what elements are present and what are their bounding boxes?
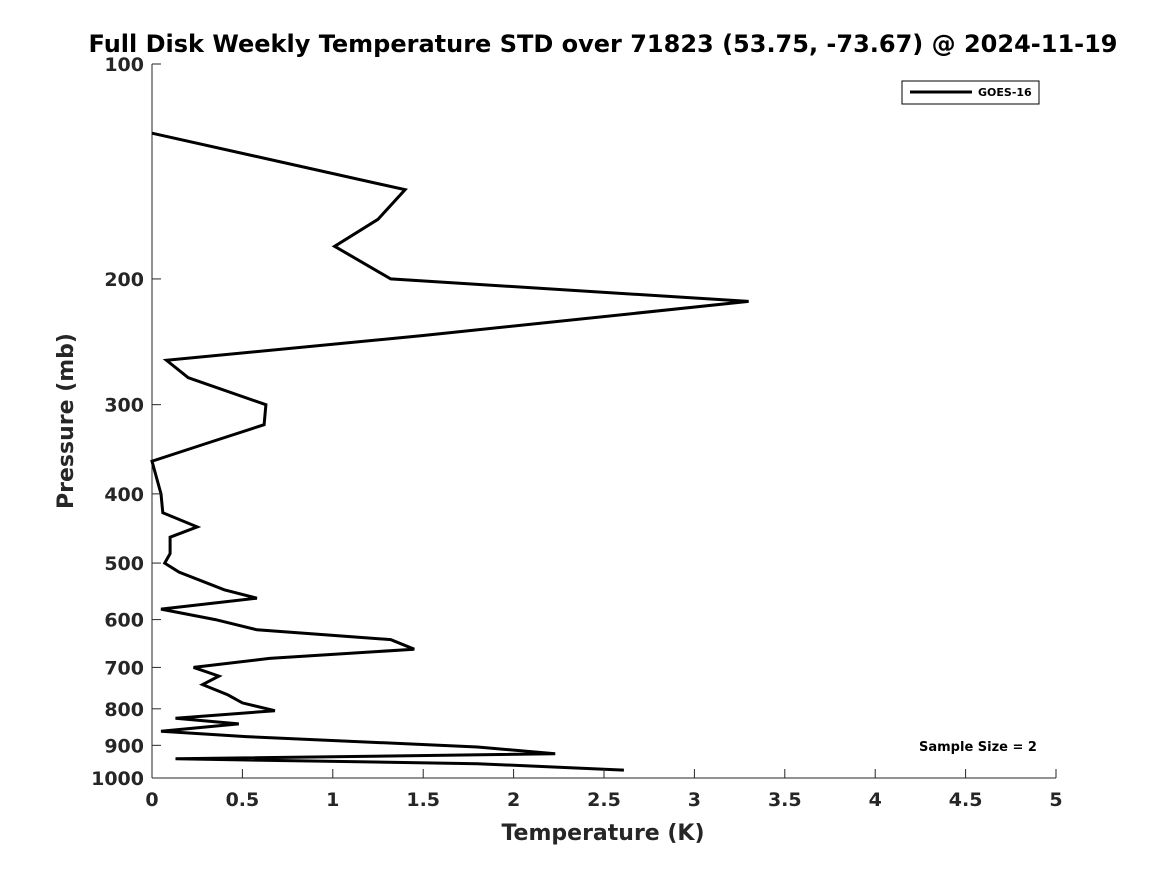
data-series-group [150,131,749,772]
x-tick-label: 0.5 [226,789,260,811]
legend-label: GOES-16 [978,86,1032,99]
x-tick-label: 4.5 [949,789,983,811]
chart-title: Full Disk Weekly Temperature STD over 71… [89,30,1118,58]
x-tick-label: 4 [869,789,882,811]
series-line-goes-16 [150,131,749,772]
y-tick-label: 800 [104,699,144,721]
y-tick-label: 900 [104,735,144,757]
x-tick-label: 1 [326,789,339,811]
y-tick-label: 500 [104,553,144,575]
ticks-group: 0 0.5 1 1.5 2 2.5 3 3.5 4 4.5 5 100 200 300 400 500 600 7… [91,54,1063,811]
y-tick-label: 300 [104,395,144,417]
x-tick-label: 1.5 [406,789,440,811]
y-tick-label: 100 [104,54,144,76]
x-axis-label: Temperature (K) [501,821,704,846]
legend: GOES-16 [901,80,1040,105]
y-axis-label: Pressure (mb) [54,333,79,509]
y-tick-label: 200 [104,269,144,291]
x-tick-label: 2 [507,789,520,811]
x-tick-label: 3 [688,789,701,811]
y-tick-label: 600 [104,610,144,632]
x-tick-label: 0 [145,789,158,811]
x-tick-label: 3.5 [768,789,802,811]
x-tick-label: 5 [1049,789,1062,811]
sample-size-annotation: Sample Size = 2 [919,740,1037,755]
y-tick-label: 700 [104,657,144,679]
y-tick-label: 1000 [91,768,144,790]
x-tick-label: 2.5 [587,789,621,811]
y-tick-label: 400 [104,484,144,506]
axes [151,64,1056,779]
